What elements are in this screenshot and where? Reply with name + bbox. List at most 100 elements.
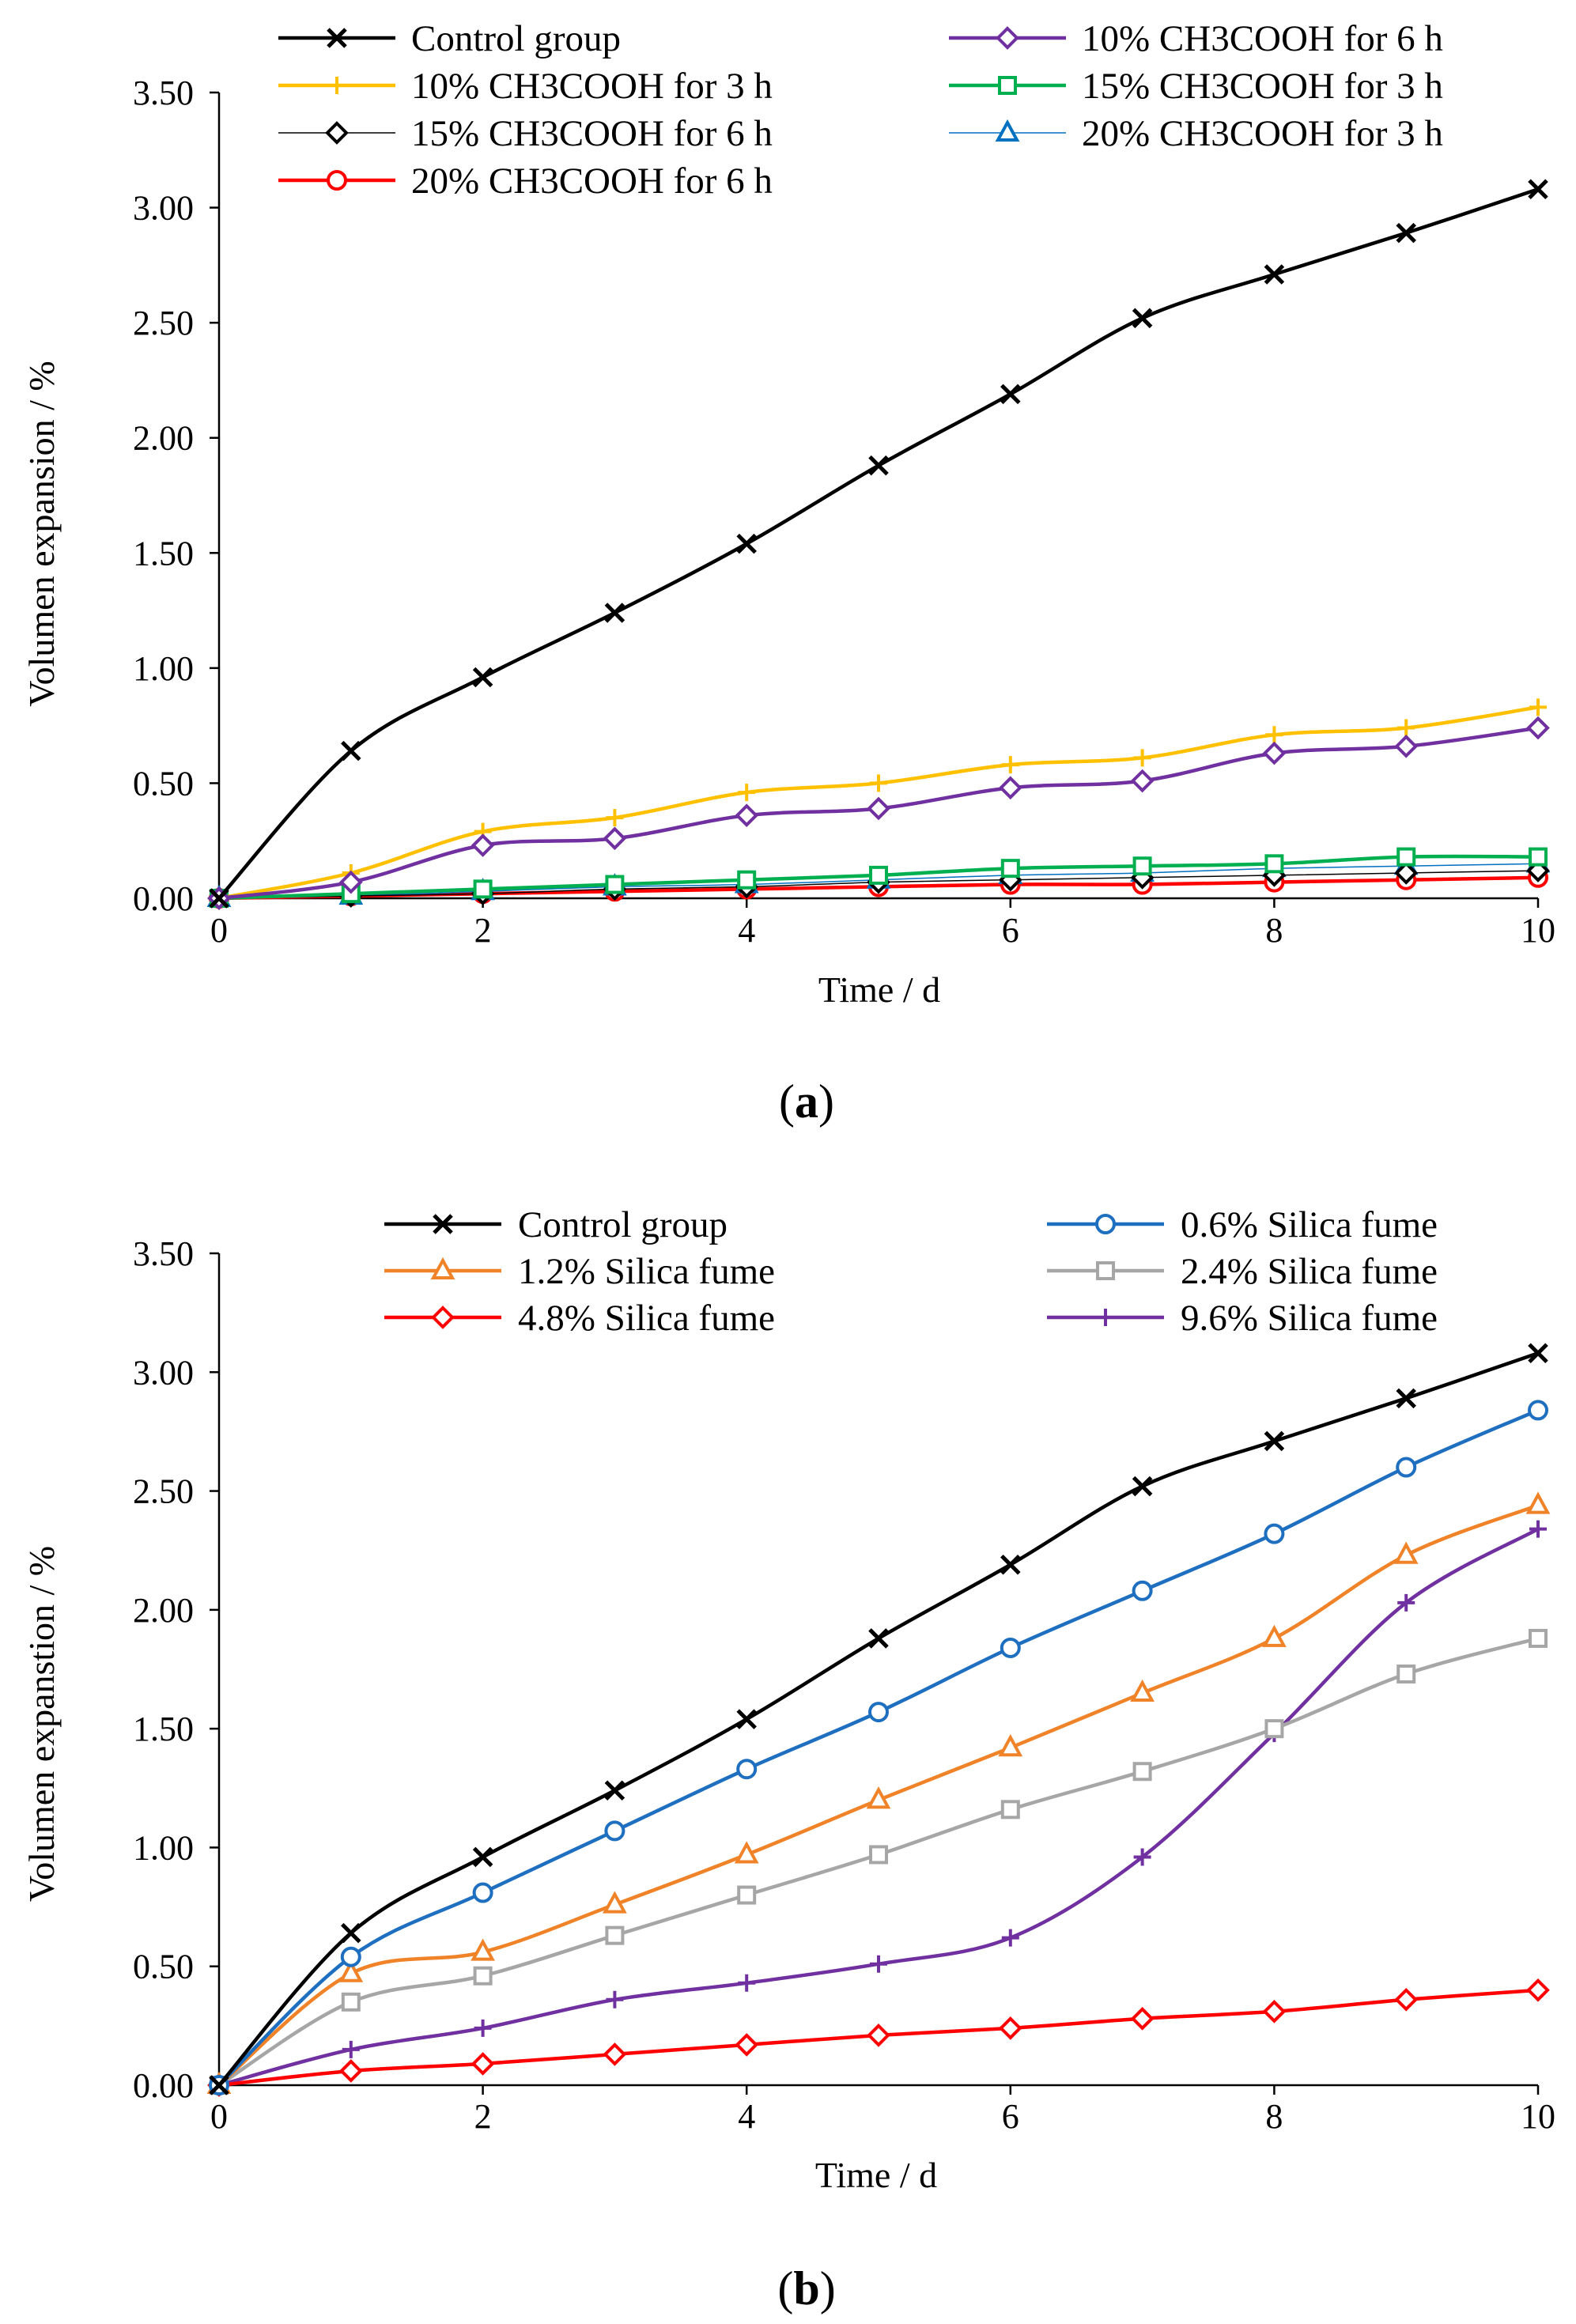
legend-item-15-ch3cooh-for-6-h: 15% CH3COOH for 6 h xyxy=(278,113,773,154)
data-point-control-group-3 xyxy=(604,603,625,623)
data-point-9-6-silica-fume-7 xyxy=(1133,1848,1151,1866)
data-point-0-6-silica-fume-10 xyxy=(1528,1400,1548,1421)
data-point-10-ch3cooh-for-6-h-7 xyxy=(1130,769,1155,793)
legend-marker-x xyxy=(327,28,347,48)
y-tick-label-b: 1.50 xyxy=(133,1710,194,1748)
legend-item-2-4-silica-fume: 2.4% Silica fume xyxy=(1047,1251,1438,1292)
data-point-10-ch3cooh-for-6-h-10 xyxy=(1526,716,1550,740)
panel-a: 0.000.501.001.502.002.503.003.500 2 4 6 8 10 … xyxy=(21,18,1555,1128)
legend-label: 15% CH3COOH for 6 h xyxy=(411,113,773,154)
data-point-4-8-silica-fume-1 xyxy=(338,2059,363,2083)
series-line-control-group xyxy=(217,187,1539,900)
y-tick-label-a: 1.50 xyxy=(133,534,194,572)
legend-marker-plus xyxy=(1097,1309,1114,1326)
data-point-15-ch3cooh-for-3-h-10 xyxy=(1529,847,1548,867)
y-tick-label-a: 1.00 xyxy=(133,649,194,688)
legend-marker-diamond xyxy=(431,1306,455,1329)
y-axis-title-b: Volumen expanstion / % xyxy=(21,1546,62,1902)
series-10-ch3cooh-for-3-h-a xyxy=(210,698,1547,907)
data-point-1-2-silica-fume-9 xyxy=(1393,1541,1419,1564)
data-point-control-group-4 xyxy=(736,1709,757,1729)
data-point-0-6-silica-fume-5 xyxy=(868,1702,889,1723)
data-point-control-group-7 xyxy=(1132,1476,1153,1497)
legend-item-0-6-silica-fume: 0.6% Silica fume xyxy=(1047,1204,1438,1245)
legend-marker-x xyxy=(433,1214,453,1234)
data-point-15-ch3cooh-for-3-h-6 xyxy=(1000,859,1020,879)
series-2-4-silica-fume-b xyxy=(210,1628,1548,2095)
legend-marker-circle xyxy=(1095,1214,1116,1234)
data-point-2-4-silica-fume-1 xyxy=(341,1992,361,2012)
panel-label-b: (b) xyxy=(777,2262,835,2315)
y-tick-label-a: 0.50 xyxy=(133,764,194,803)
legend-marker-triangle xyxy=(995,119,1020,142)
y-tick-label-b: 3.50 xyxy=(133,1234,194,1273)
legend-marker-square xyxy=(1096,1261,1115,1280)
data-point-control-group-10 xyxy=(1528,1343,1548,1364)
y-axis-title-a: Volumen expansion / % xyxy=(21,361,62,706)
x-tick-label-a: 2 xyxy=(474,911,492,950)
data-point-10-ch3cooh-for-6-h-3 xyxy=(603,826,627,851)
data-point-4-8-silica-fume-10 xyxy=(1526,1978,1550,2002)
legend-marker-square xyxy=(998,76,1017,95)
data-point-4-8-silica-fume-4 xyxy=(735,2033,759,2057)
data-point-15-ch3cooh-for-3-h-2 xyxy=(473,879,493,899)
data-point-10-ch3cooh-for-3-h-4 xyxy=(738,784,756,802)
data-point-1-2-silica-fume-6 xyxy=(998,1734,1023,1757)
data-point-9-6-silica-fume-10 xyxy=(1529,1520,1547,1538)
y-tick-label-a: 2.50 xyxy=(133,304,194,342)
data-point-4-8-silica-fume-7 xyxy=(1130,2007,1155,2031)
data-point-1-2-silica-fume-5 xyxy=(866,1786,891,1809)
data-point-control-group-5 xyxy=(868,455,889,476)
x-tick-label-b: 8 xyxy=(1265,2097,1283,2136)
legend-label: 20% CH3COOH for 3 h xyxy=(1082,113,1443,154)
data-point-0-6-silica-fume-1 xyxy=(340,1946,361,1967)
legend-label: 4.8% Silica fume xyxy=(518,1298,775,1339)
data-point-1-2-silica-fume-8 xyxy=(1262,1624,1287,1647)
legend-label: 10% CH3COOH for 3 h xyxy=(411,66,773,107)
panel-b: 0.000.501.001.502.002.503.003.500 2 4 6 8 10 … xyxy=(21,1204,1555,2315)
data-point-control-group-1 xyxy=(341,740,361,761)
data-point-1-2-silica-fume-3 xyxy=(603,1891,627,1914)
series-control-group-a xyxy=(209,179,1548,909)
data-point-10-ch3cooh-for-3-h-8 xyxy=(1265,726,1283,744)
data-point-0-6-silica-fume-4 xyxy=(736,1759,758,1780)
data-point-control-group-6 xyxy=(1000,1554,1021,1575)
data-point-control-group-2 xyxy=(472,1846,493,1868)
y-tick-label-b: 1.00 xyxy=(133,1828,194,1867)
data-point-10-ch3cooh-for-6-h-1 xyxy=(338,870,363,894)
legend-item-4-8-silica-fume: 4.8% Silica fume xyxy=(384,1298,775,1339)
data-point-1-2-silica-fume-7 xyxy=(1130,1679,1155,1702)
legend-marker-circle xyxy=(327,170,347,191)
legend-item-control-group: Control group xyxy=(384,1204,728,1245)
x-tick-label-a: 6 xyxy=(1002,911,1019,950)
x-axis-title-b: Time / d xyxy=(815,2155,937,2195)
legend-marker-diamond xyxy=(325,121,349,145)
data-point-15-ch3cooh-for-3-h-4 xyxy=(737,870,757,890)
data-point-15-ch3cooh-for-6-h-9 xyxy=(1394,861,1419,885)
data-point-2-4-silica-fume-7 xyxy=(1132,1762,1152,1782)
data-point-2-4-silica-fume-10 xyxy=(1529,1628,1548,1648)
data-point-4-8-silica-fume-2 xyxy=(471,2052,495,2076)
legend-marker-triangle xyxy=(430,1256,455,1279)
data-point-4-8-silica-fume-5 xyxy=(867,2024,890,2047)
legend-item-10-ch3cooh-for-6-h: 10% CH3COOH for 6 h xyxy=(949,18,1443,59)
legend-marker-diamond xyxy=(996,26,1019,50)
data-point-10-ch3cooh-for-3-h-7 xyxy=(1133,749,1151,767)
data-point-15-ch3cooh-for-3-h-5 xyxy=(869,865,888,885)
legend-label: 0.6% Silica fume xyxy=(1181,1204,1438,1245)
data-point-control-group-10 xyxy=(1528,179,1548,200)
data-point-10-ch3cooh-for-6-h-9 xyxy=(1394,735,1419,758)
y-tick-label-b: 2.00 xyxy=(133,1591,194,1630)
data-point-control-group-2 xyxy=(472,667,493,688)
x-tick-label-a: 10 xyxy=(1521,911,1555,950)
data-point-9-6-silica-fume-9 xyxy=(1397,1593,1415,1612)
data-point-15-ch3cooh-for-6-h-10 xyxy=(1526,859,1550,882)
data-point-1-2-silica-fume-10 xyxy=(1525,1491,1551,1514)
y-tick-label-a: 0.00 xyxy=(133,879,194,918)
data-point-15-ch3cooh-for-3-h-7 xyxy=(1132,856,1152,876)
data-point-4-8-silica-fume-8 xyxy=(1262,1999,1287,2024)
series-1-2-silica-fume-b xyxy=(206,1491,1551,2094)
data-point-control-group-8 xyxy=(1264,1430,1285,1452)
data-point-0-6-silica-fume-6 xyxy=(1000,1637,1021,1658)
